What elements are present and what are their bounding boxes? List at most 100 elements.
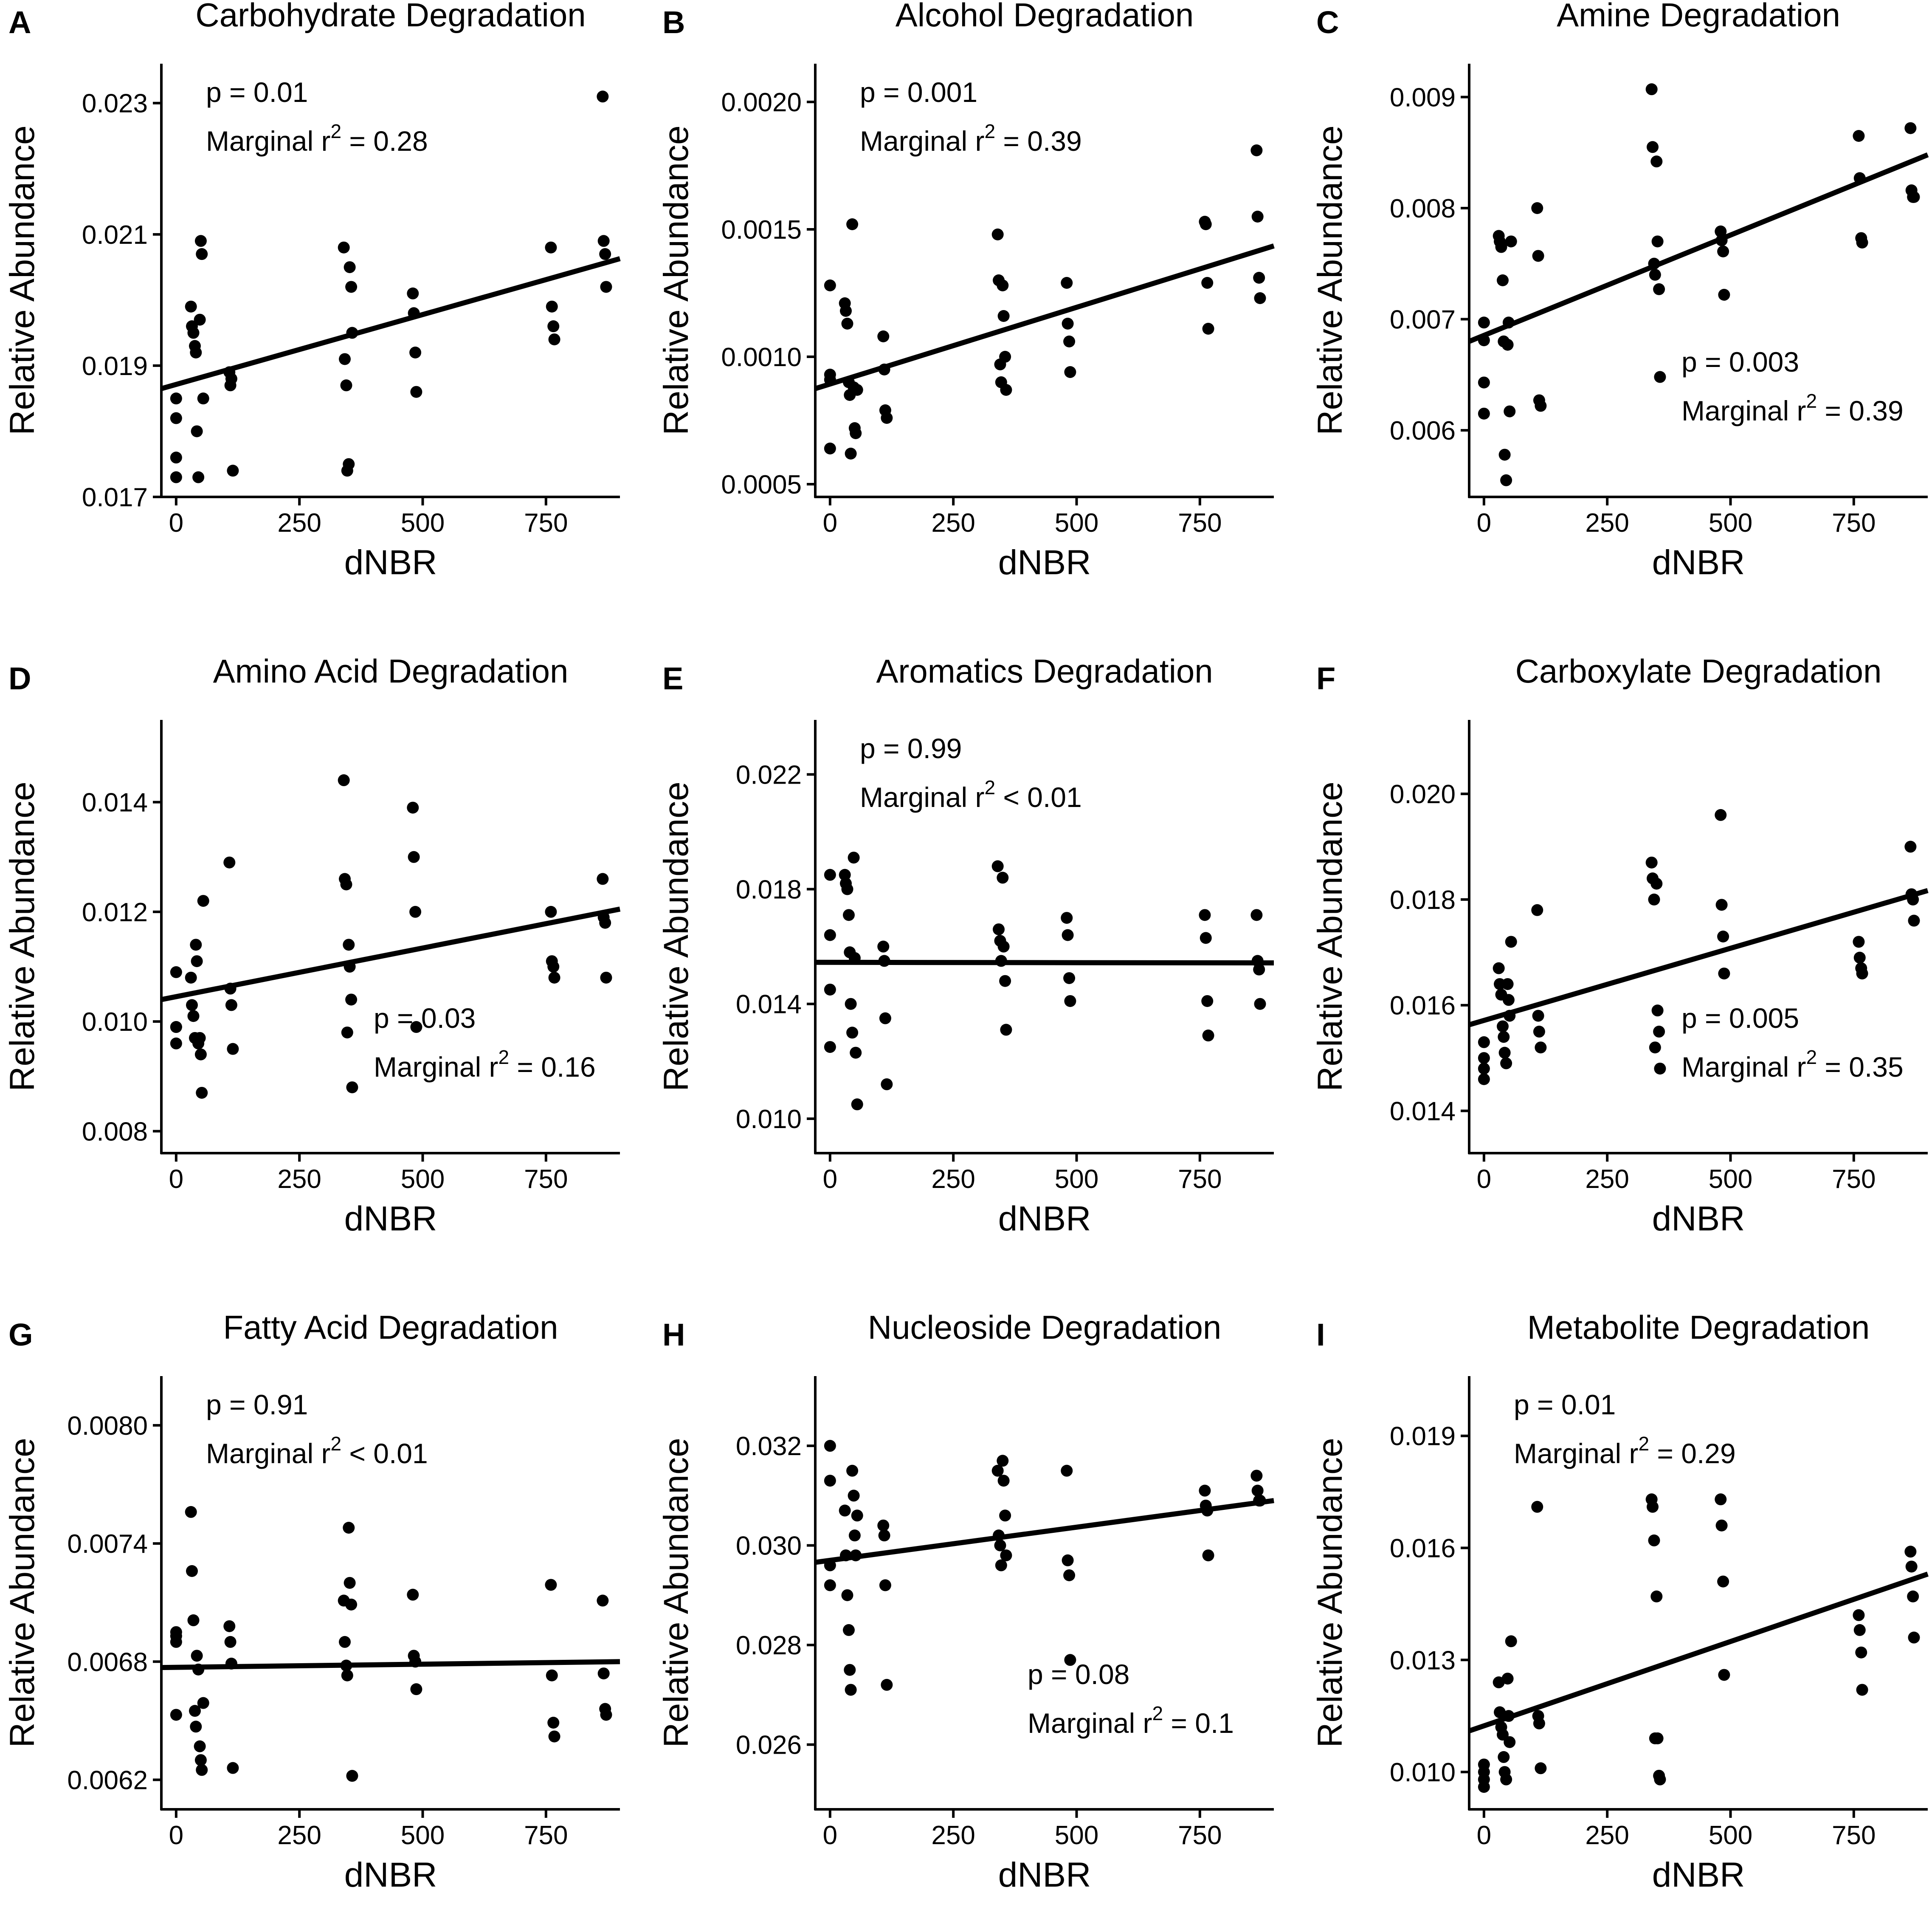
- data-point: [191, 955, 203, 968]
- x-axis-label: dNBR: [1652, 543, 1745, 582]
- data-point: [190, 939, 202, 951]
- data-point: [1478, 1062, 1490, 1075]
- data-point: [851, 1509, 863, 1522]
- data-point: [1853, 951, 1866, 964]
- data-point: [170, 412, 182, 424]
- regression-line: [815, 1498, 1274, 1565]
- data-point: [343, 1522, 355, 1534]
- data-point: [346, 1770, 358, 1782]
- data-point: [1505, 936, 1517, 948]
- panel-letter: E: [662, 661, 683, 696]
- x-tick-label: 750: [1178, 1821, 1222, 1850]
- r2-value: = 0.39: [1817, 395, 1904, 426]
- y-tick-label: 0.0020: [721, 88, 802, 117]
- data-point: [341, 1669, 353, 1681]
- data-point: [1478, 376, 1490, 389]
- data-point: [1715, 899, 1728, 911]
- data-point: [1853, 936, 1865, 948]
- data-point: [187, 1614, 200, 1626]
- x-axis-label: dNBR: [344, 543, 437, 582]
- data-point: [1533, 1717, 1545, 1729]
- y-tick-label: 0.0005: [721, 470, 802, 499]
- data-point: [845, 448, 857, 460]
- x-tick-label: 0: [1477, 1821, 1491, 1850]
- p-value: p = 0.99: [860, 733, 962, 764]
- data-point: [879, 1012, 891, 1024]
- x-tick-label: 0: [823, 1165, 837, 1194]
- data-point: [877, 940, 890, 953]
- data-point: [851, 384, 863, 396]
- r2-prefix: Marginal r: [1028, 1707, 1152, 1739]
- r2-superscript: 2: [498, 1046, 509, 1068]
- r2-superscript: 2: [330, 1433, 341, 1455]
- data-point: [1645, 856, 1658, 869]
- data-point: [995, 1559, 1007, 1571]
- panel-letter: C: [1316, 5, 1339, 40]
- r2-value: = 0.28: [341, 125, 428, 157]
- data-point: [227, 1762, 239, 1774]
- data-point: [1650, 1590, 1663, 1602]
- data-point: [824, 1440, 836, 1452]
- data-point: [600, 281, 612, 293]
- data-point: [850, 1047, 862, 1059]
- x-tick-label: 250: [931, 1165, 975, 1194]
- x-axis-label: dNBR: [998, 543, 1091, 582]
- data-point: [548, 333, 560, 346]
- data-point: [545, 1579, 557, 1591]
- data-point: [1505, 235, 1517, 248]
- x-axis-label: dNBR: [1652, 1199, 1745, 1238]
- data-point: [1535, 1041, 1547, 1054]
- data-point: [170, 1021, 182, 1033]
- p-value: p = 0.91: [206, 1389, 308, 1420]
- r2-prefix: Marginal r: [1681, 1051, 1806, 1083]
- data-point: [999, 975, 1011, 987]
- data-point: [842, 909, 855, 921]
- y-tick-label: 0.012: [82, 898, 148, 927]
- x-tick-label: 0: [1477, 1165, 1491, 1194]
- data-point: [997, 1475, 1010, 1487]
- data-point: [1064, 1654, 1076, 1666]
- p-value: p = 0.03: [374, 1002, 476, 1034]
- y-axis-label: Relative Abundance: [3, 125, 42, 435]
- data-point: [1000, 384, 1012, 396]
- data-point: [1535, 1762, 1547, 1774]
- data-point: [194, 1754, 207, 1766]
- r2-superscript: 2: [1638, 1433, 1649, 1455]
- data-point: [185, 971, 197, 984]
- data-point: [1715, 1519, 1728, 1532]
- data-point: [1201, 995, 1214, 1007]
- data-point: [1531, 904, 1543, 916]
- data-point: [1000, 1024, 1012, 1036]
- data-point: [1650, 155, 1663, 168]
- x-axis-label: dNBR: [998, 1856, 1091, 1894]
- data-point: [994, 1539, 1006, 1552]
- data-point: [1717, 931, 1729, 942]
- chart-title: Carbohydrate Degradation: [195, 0, 586, 34]
- r2-superscript: 2: [1152, 1702, 1163, 1724]
- data-point: [408, 851, 420, 863]
- data-point: [170, 392, 182, 405]
- data-point: [545, 241, 557, 254]
- data-point: [194, 1032, 206, 1044]
- data-point: [345, 993, 358, 1006]
- data-point: [339, 1636, 351, 1648]
- data-point: [189, 1705, 201, 1717]
- data-point: [1651, 235, 1664, 248]
- data-point: [1650, 877, 1663, 890]
- data-point: [878, 1529, 890, 1542]
- data-point: [841, 318, 853, 330]
- x-tick-label: 500: [401, 1165, 445, 1194]
- data-point: [1478, 1052, 1490, 1064]
- y-tick-label: 0.017: [82, 483, 148, 512]
- data-point: [845, 998, 857, 1010]
- data-point: [338, 774, 350, 787]
- data-point: [345, 1598, 358, 1611]
- data-point: [225, 999, 237, 1011]
- y-axis-label: Relative Abundance: [1311, 781, 1349, 1091]
- data-point: [991, 860, 1004, 872]
- y-axis-label: Relative Abundance: [1311, 1438, 1349, 1747]
- regression-line: [1468, 888, 1929, 1027]
- data-point: [597, 873, 609, 885]
- x-tick-label: 750: [524, 1821, 568, 1850]
